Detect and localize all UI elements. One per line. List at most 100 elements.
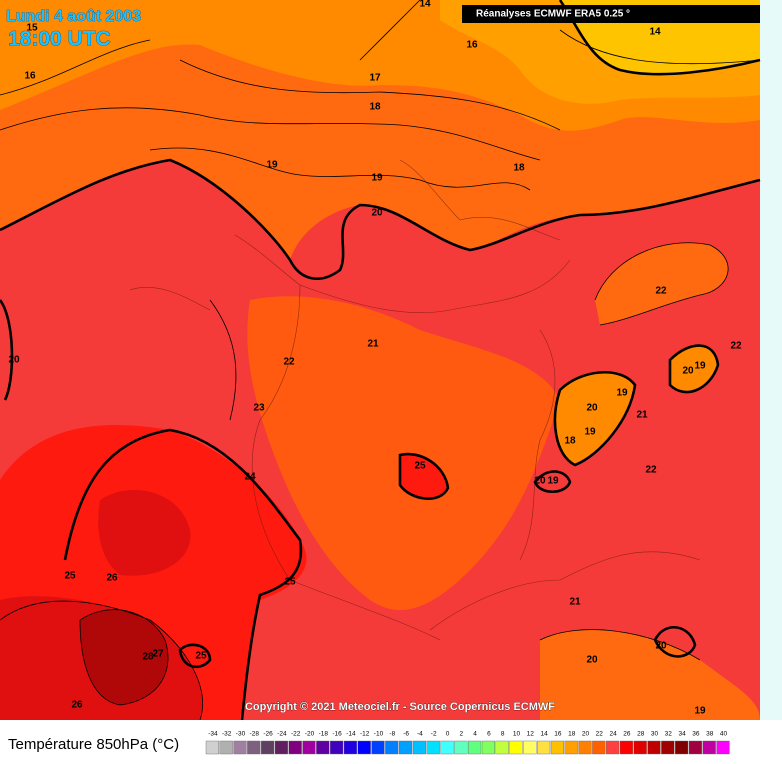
contour-label: 25 xyxy=(195,651,207,662)
legend-swatch xyxy=(495,740,509,755)
legend-swatch xyxy=(550,740,565,755)
source-text: Réanalyses ECMWF ERA5 0.25 ° xyxy=(476,9,630,20)
contour-label: 28 xyxy=(142,652,154,663)
legend-swatch xyxy=(606,740,620,755)
copyright: Copyright © 2021 Meteociel.fr - Source C… xyxy=(245,701,555,713)
contour-label: 18 xyxy=(564,436,576,447)
contour-label: 20 xyxy=(655,641,667,652)
legend-tick: -30 xyxy=(236,731,246,738)
contour-label: 25 xyxy=(284,577,296,588)
contour-label: 16 xyxy=(466,40,478,51)
legend-swatch xyxy=(233,740,247,755)
legend-tick: 2 xyxy=(459,731,463,738)
legend-swatch xyxy=(481,740,496,755)
side-strip xyxy=(760,0,782,720)
contour-label: 14 xyxy=(649,27,661,38)
legend-tick: -26 xyxy=(263,731,273,738)
legend-swatch xyxy=(468,740,482,755)
contour-label: 26 xyxy=(106,573,118,584)
contour-label: 22 xyxy=(283,357,295,368)
contour-label: 24 xyxy=(244,472,256,483)
legend-swatch xyxy=(647,740,661,755)
contour-label: 20 xyxy=(682,366,694,377)
contour-label: 19 xyxy=(616,388,628,399)
legend-tick: -18 xyxy=(319,731,329,738)
legend-tick: -34 xyxy=(208,731,218,738)
legend-tick: 4 xyxy=(473,731,477,738)
legend-swatch xyxy=(578,740,592,755)
legend-tick: 14 xyxy=(540,731,548,738)
legend-tick: 36 xyxy=(692,731,700,738)
contour-label: 19 xyxy=(371,173,383,184)
legend-swatch xyxy=(412,740,427,755)
legend-swatch xyxy=(564,740,578,755)
contour-label: 20 xyxy=(8,355,20,366)
legend-swatch xyxy=(205,740,220,755)
contour-label: 23 xyxy=(253,403,265,414)
legend-swatch xyxy=(219,740,233,755)
legend-tick: 38 xyxy=(706,731,714,738)
source-box xyxy=(462,5,760,23)
contour-label: 20 xyxy=(586,403,598,414)
legend-tick: 16 xyxy=(554,731,562,738)
contour-label: 20 xyxy=(371,208,383,219)
legend-swatch xyxy=(619,740,634,755)
contour-label: 21 xyxy=(569,597,581,608)
contour-label: 19 xyxy=(266,160,278,171)
legend-swatch xyxy=(399,740,413,755)
contour-label: 20 xyxy=(534,476,546,487)
contour-label: 19 xyxy=(694,706,706,717)
legend-tick: -12 xyxy=(360,731,370,738)
contour-label: 18 xyxy=(513,163,525,174)
legend-swatch xyxy=(302,740,316,755)
legend-swatch xyxy=(661,740,675,755)
legend-swatch xyxy=(274,740,289,755)
legend-swatch xyxy=(440,740,454,755)
legend-tick: 24 xyxy=(609,731,617,738)
legend-swatch xyxy=(288,740,302,755)
legend-swatch xyxy=(371,740,385,755)
legend-tick: -14 xyxy=(346,731,356,738)
legend-tick: -32 xyxy=(222,731,232,738)
legend-tick: -28 xyxy=(250,731,260,738)
contour-label: 22 xyxy=(655,286,667,297)
legend-tick: 10 xyxy=(513,731,521,738)
legend-swatch xyxy=(592,740,606,755)
legend-tick: -4 xyxy=(417,731,423,738)
legend-swatch xyxy=(426,740,440,755)
contour-label: 17 xyxy=(369,73,381,84)
legend-swatch xyxy=(343,740,358,755)
contour-label: 21 xyxy=(367,339,379,350)
contour-label: 27 xyxy=(152,649,164,660)
contour-label: 25 xyxy=(64,571,76,582)
map-time: 18:00 UTC xyxy=(8,28,111,51)
legend-swatch xyxy=(675,740,689,755)
contour-label: 14 xyxy=(419,0,431,10)
contour-label: 20 xyxy=(586,655,598,666)
legend-tick: 30 xyxy=(651,731,659,738)
legend-swatch xyxy=(633,740,647,755)
contour-label: 22 xyxy=(730,341,742,352)
color-legend: -34 -32 -30 -28 -26 -24 -22 -20 -18 -16 -14 -12 -10-… xyxy=(205,731,730,755)
map-date: Lundi 4 août 2003 xyxy=(6,8,141,25)
contour-label: 22 xyxy=(645,465,657,476)
legend-swatch xyxy=(702,740,716,755)
legend-swatch xyxy=(247,740,261,755)
legend-tick: 6 xyxy=(487,731,491,738)
legend-tick: 22 xyxy=(596,731,604,738)
legend-swatch xyxy=(316,740,330,755)
legend-tick: -24 xyxy=(277,731,287,738)
legend-tick: -20 xyxy=(305,731,315,738)
legend-swatch xyxy=(716,740,730,755)
legend-tick: 0 xyxy=(446,731,450,738)
contour-label: 25 xyxy=(414,461,426,472)
legend-swatch xyxy=(385,740,399,755)
legend-swatch xyxy=(261,740,275,755)
contour-label: 16 xyxy=(24,71,36,82)
contour-label: 26 xyxy=(71,700,83,711)
legend-tick: 28 xyxy=(637,731,645,738)
contour-label: 19 xyxy=(547,476,559,487)
isotherms xyxy=(0,0,761,721)
legend-tick: -16 xyxy=(332,731,342,738)
legend-tick: -22 xyxy=(291,731,301,738)
